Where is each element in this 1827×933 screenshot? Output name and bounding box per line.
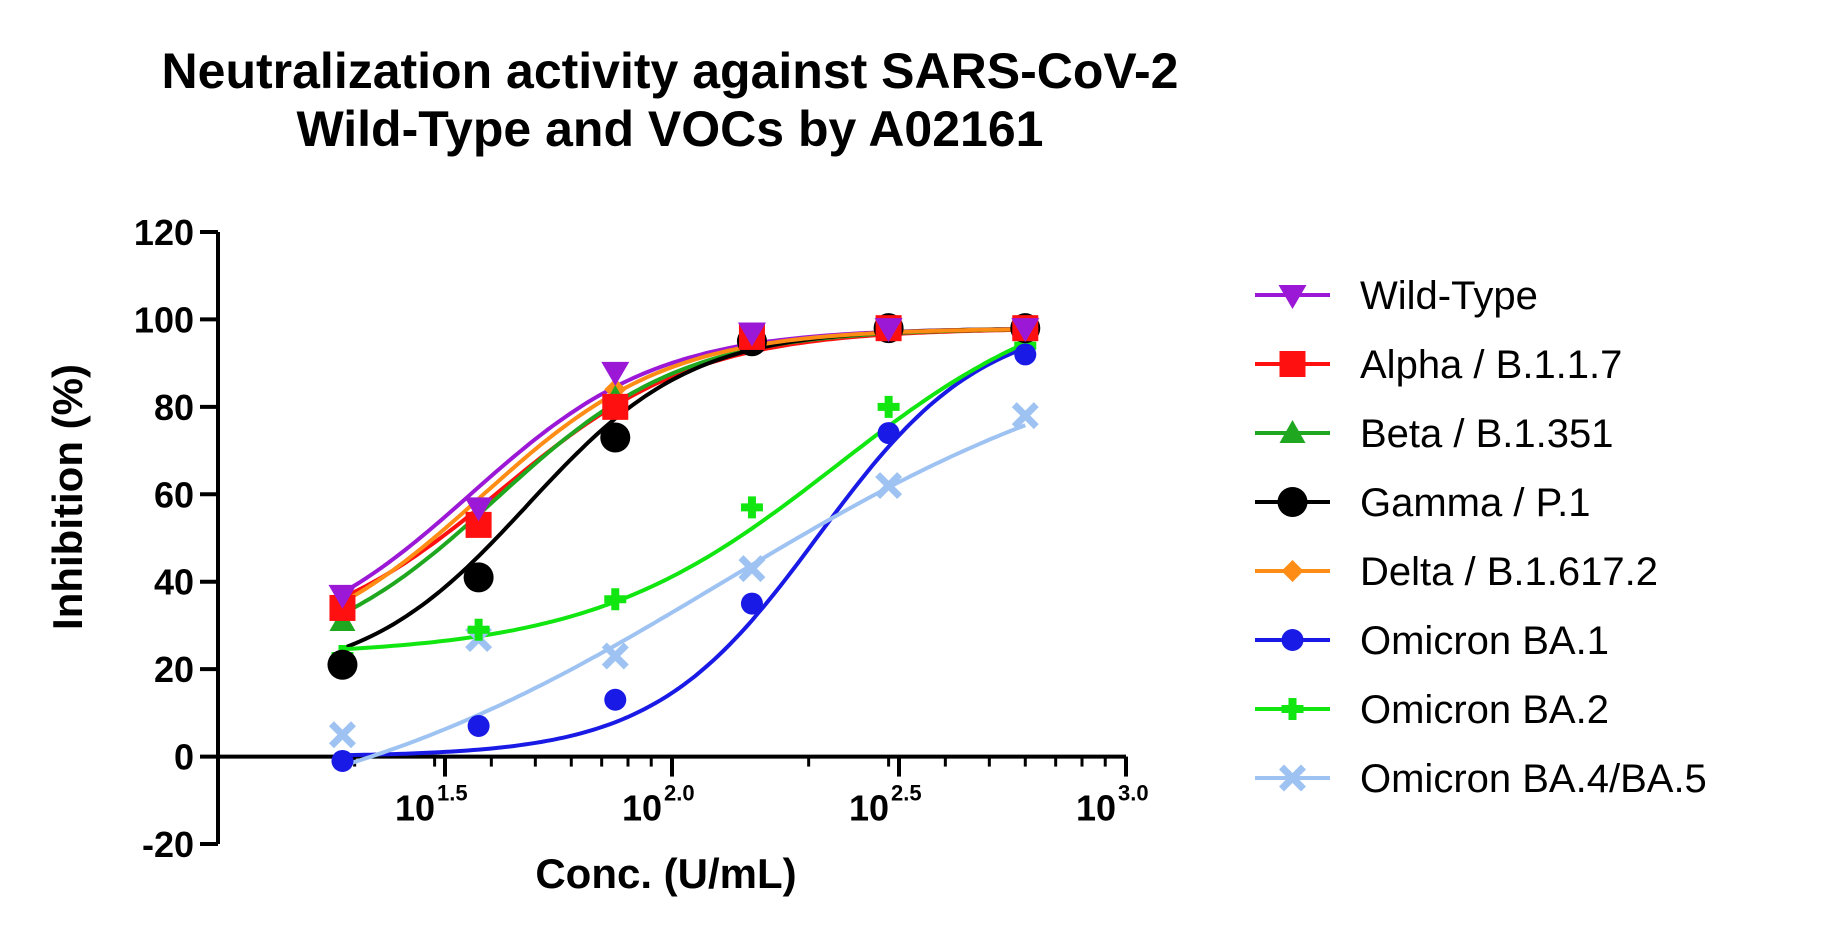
fit-curve-omicron-ba-1 [342,346,1027,758]
legend-label: Omicron BA.1 [1360,619,1609,663]
y-tick-label: 100 [134,299,194,340]
data-point-omicron-ba-1 [1014,343,1037,366]
data-point-omicron-ba-4-ba-5 [1011,402,1039,430]
legend-item-gamma-p-1: Gamma / P.1 [1255,481,1590,525]
legend-label: Omicron BA.2 [1360,688,1609,732]
fit-curve-omicron-ba-4-ba-5 [341,423,1027,768]
data-point-omicron-ba-2 [740,496,763,519]
data-point-omicron-ba-2 [604,588,627,611]
y-tick-label: 80 [154,387,194,428]
data-point-omicron-ba-1 [467,714,490,737]
legend-item-alpha-b-1-1-7: Alpha / B.1.1.7 [1255,343,1622,387]
chart-title-line-2: Wild-Type and VOCs by A02161 [297,101,1044,157]
data-point-omicron-ba-4-ba-5 [875,472,903,500]
y-tick-label: 20 [154,649,194,690]
series-omicron-ba-1 [331,343,1037,772]
legend-label: Beta / B.1.351 [1360,412,1614,456]
data-point-omicron-ba-1 [604,688,627,711]
fit-curve-delta-b-1-617-2 [341,327,1026,604]
legend-marker [1281,698,1304,720]
x-tick-label: 10 [395,788,435,829]
y-tick-label: 0 [174,737,194,778]
fit-curve-omicron-ba-2 [342,341,1027,652]
legend-item-delta-b-1-617-2: Delta / B.1.617.2 [1255,550,1658,594]
legend-item-beta-b-1-351: Beta / B.1.351 [1255,412,1614,456]
x-axis-title: Conc. (U/mL) [535,850,796,897]
y-tick-label: 120 [134,212,194,253]
legend-item-omicron-ba-4-ba-5: Omicron BA.4/BA.5 [1255,757,1707,801]
data-point-omicron-ba-4-ba-5 [738,555,766,583]
x-tick-label: 10 [849,788,889,829]
legend-marker [1277,487,1308,517]
legend-item-omicron-ba-1: Omicron BA.1 [1255,619,1609,663]
legend-marker [1281,629,1304,651]
legend-item-omicron-ba-2: Omicron BA.2 [1255,688,1609,732]
data-point-wild-type [328,584,357,609]
data-point-wild-type [874,318,903,343]
x-tick-exponent: 2.0 [664,781,695,806]
legend-marker [1279,351,1306,377]
legend-label: Omicron BA.4/BA.5 [1360,757,1707,801]
legend-marker [1279,764,1306,792]
legend-marker [1281,560,1304,582]
legend-label: Wild-Type [1360,274,1538,318]
series-wild-type [328,318,1040,609]
data-point-omicron-ba-1 [331,749,354,772]
data-point-omicron-ba-1 [877,422,900,445]
data-point-gamma-p-1 [327,649,358,680]
legend: Wild-Type Alpha / B.1.1.7 Beta / B.1.351 Ga… [1255,274,1707,801]
fit-curve-gamma-p-1 [341,327,1026,651]
x-tick-exponent: 2.5 [891,781,922,806]
data-point-wild-type [1011,318,1040,343]
legend-marker [1278,285,1307,309]
chart-title-line-1: Neutralization activity against SARS-CoV… [162,43,1179,99]
legend-label: Gamma / P.1 [1360,481,1590,525]
data-point-omicron-ba-4-ba-5 [328,721,356,749]
data-point-alpha-b-1-1-7 [602,393,629,420]
data-point-gamma-p-1 [463,562,494,593]
data-point-omicron-ba-2 [467,618,490,641]
legend-marker [1279,420,1306,443]
y-tick-label: -20 [142,824,194,865]
data-point-omicron-ba-2 [877,395,900,418]
data-point-wild-type [737,322,766,347]
y-tick-label: 40 [154,562,194,603]
data-point-gamma-p-1 [600,422,631,453]
y-tick-label: 60 [154,474,194,515]
x-tick-exponent: 1.5 [437,781,468,806]
legend-item-wild-type: Wild-Type [1255,274,1538,318]
fit-curves [341,327,1027,768]
data-point-wild-type [464,497,493,522]
data-point-wild-type [601,361,630,386]
x-tick-label: 10 [1076,788,1116,829]
legend-label: Alpha / B.1.1.7 [1360,343,1622,387]
data-points [327,313,1041,772]
data-point-omicron-ba-4-ba-5 [601,642,629,670]
x-tick-label: 10 [622,788,662,829]
legend-label: Delta / B.1.617.2 [1360,550,1658,594]
x-tick-exponent: 3.0 [1118,781,1149,806]
series-omicron-ba-2 [331,334,1037,668]
y-axis-title: Inhibition (%) [44,364,91,630]
series-omicron-ba-4-ba-5 [328,402,1039,749]
data-point-omicron-ba-1 [740,592,763,615]
